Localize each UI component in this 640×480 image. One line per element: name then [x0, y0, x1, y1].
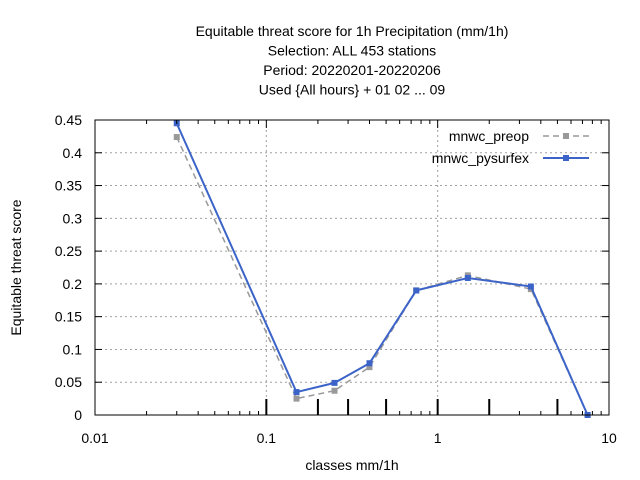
legend-label: mnwc_preop: [449, 128, 529, 144]
y-axis-label: Equitable threat score: [8, 199, 24, 335]
legend-swatch-marker: [563, 155, 569, 161]
y-tick-label: 0.15: [55, 309, 82, 325]
data-point-mnwc_pysurfex: [413, 287, 420, 294]
data-point-mnwc_pysurfex: [331, 379, 338, 386]
data-point-mnwc_pysurfex: [366, 360, 373, 367]
data-point-mnwc_preop: [293, 395, 300, 402]
series-line-mnwc_pysurfex: [175, 122, 589, 416]
data-point-mnwc_preop: [173, 134, 180, 141]
x-axis-label: classes mm/1h: [305, 457, 398, 473]
y-tick-label: 0.4: [63, 145, 83, 161]
title-line: Used {All hours} + 01 02 ... 09: [259, 82, 446, 98]
x-tick-label: 0.1: [257, 430, 277, 446]
title-line: Selection: ALL 453 stations: [268, 43, 436, 59]
y-tick-label: 0: [74, 407, 82, 423]
data-point-mnwc_pysurfex: [527, 283, 534, 290]
series-line-mnwc_preop: [176, 136, 589, 416]
data-point-mnwc_preop: [331, 387, 338, 394]
class-threshold-markers: [265, 399, 559, 415]
y-tick-label: 0.2: [63, 276, 83, 292]
y-tick-label: 0.45: [55, 112, 82, 128]
title-line: Equitable threat score for 1h Precipitat…: [196, 23, 509, 39]
y-tick-label: 0.1: [63, 341, 83, 357]
legend-swatch-marker: [563, 133, 569, 139]
chart-title: Equitable threat score for 1h Precipitat…: [196, 23, 509, 98]
data-point-mnwc_preop: [366, 364, 373, 371]
legend: mnwc_preop mnwc_pysurfex: [432, 128, 589, 166]
data-point-mnwc_pysurfex: [293, 389, 300, 396]
x-tick-label: 1: [434, 430, 442, 446]
y-tick-label: 0.25: [55, 243, 82, 259]
y-tick-label: 0.35: [55, 178, 82, 194]
y-tick-label: 0.3: [63, 210, 83, 226]
legend-label: mnwc_pysurfex: [432, 150, 529, 166]
plot-frame: [94, 119, 610, 416]
x-tick-label: 10: [601, 430, 617, 446]
data-point-mnwc_pysurfex: [464, 274, 471, 281]
axis-ticks: 0 0.05 0.1 0.15 0.2 0.25 0.3 0.35 0.4 0.45 0.01 0.1…: [55, 112, 617, 446]
title-line: Period: 20220201-20220206: [263, 62, 441, 78]
x-tick-label: 0.01: [81, 430, 108, 446]
grid: [95, 120, 609, 415]
y-tick-label: 0.05: [55, 374, 82, 390]
